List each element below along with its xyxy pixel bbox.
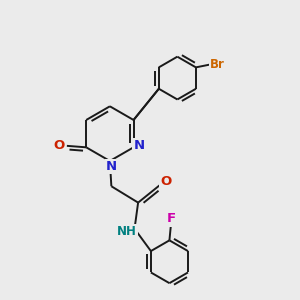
Text: N: N — [106, 160, 117, 173]
Text: F: F — [166, 212, 176, 226]
Text: O: O — [160, 175, 172, 188]
Text: Br: Br — [210, 58, 225, 71]
Text: O: O — [53, 139, 64, 152]
Text: NH: NH — [117, 225, 137, 238]
Text: N: N — [133, 139, 145, 152]
